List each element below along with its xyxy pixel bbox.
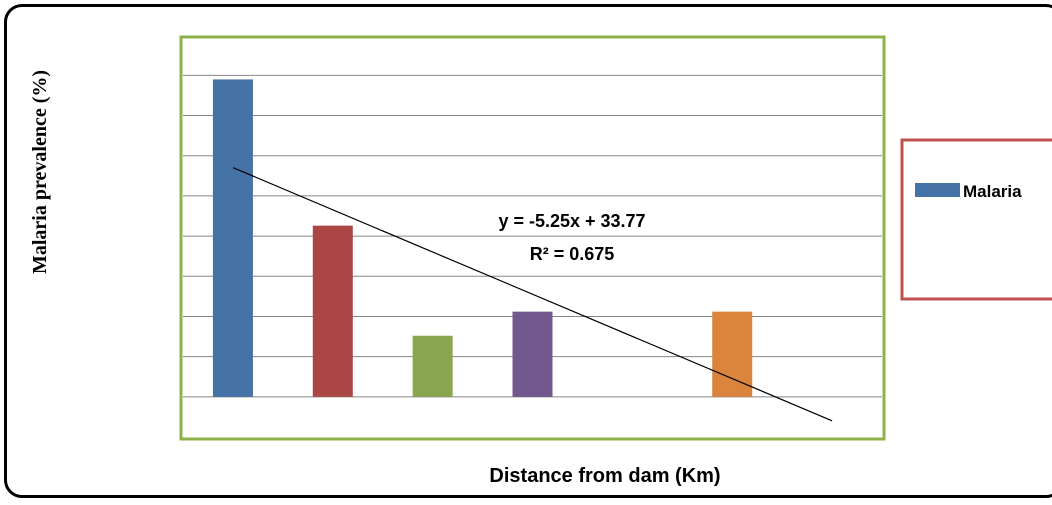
r-squared-label: R² = 0.675 bbox=[530, 244, 615, 264]
legend-label: Malaria bbox=[963, 182, 1022, 201]
legend-box bbox=[900, 138, 1052, 301]
bars bbox=[212, 79, 753, 397]
trendline bbox=[232, 167, 833, 422]
bar-6 bbox=[712, 311, 753, 397]
y-axis-label: Malaria prevalence (%) bbox=[29, 70, 51, 274]
plot-area-border bbox=[179, 35, 886, 441]
bar-1 bbox=[212, 79, 253, 397]
legend-swatch bbox=[915, 183, 960, 197]
x-axis-label: Distance from dam (Km) bbox=[489, 465, 720, 487]
trendline-equation: y = -5.25x + 33.77 bbox=[498, 211, 645, 231]
bar-2 bbox=[312, 225, 353, 397]
chart-frame bbox=[4, 4, 1052, 498]
legend: Malaria bbox=[900, 138, 1052, 301]
bar-4 bbox=[512, 311, 553, 397]
bar-3 bbox=[412, 335, 453, 397]
